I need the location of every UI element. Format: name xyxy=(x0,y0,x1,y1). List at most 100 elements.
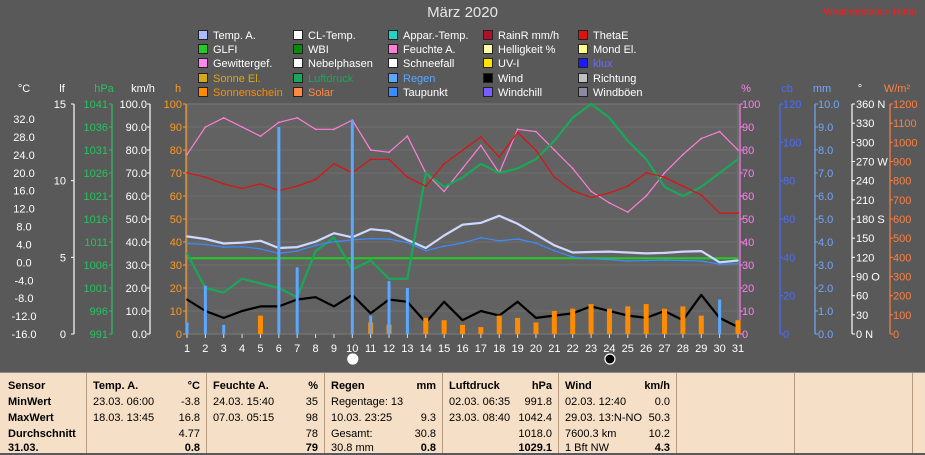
data-point xyxy=(590,190,592,193)
table-cell-value: 9.3 xyxy=(420,412,436,424)
data-point xyxy=(700,185,703,188)
axis-tick-label: 300 xyxy=(856,137,874,149)
data-point xyxy=(333,305,335,308)
data-point xyxy=(461,319,464,322)
data-point xyxy=(296,250,299,253)
x-tick-label: 15 xyxy=(438,343,450,355)
data-point xyxy=(626,211,629,214)
data-point xyxy=(535,149,537,152)
data-point xyxy=(424,185,427,188)
axis-tick-label: 20.0 xyxy=(126,283,147,295)
data-point xyxy=(663,259,666,261)
legend-item: Temp. A. xyxy=(198,30,256,43)
axis-tick-label: 60 xyxy=(742,191,754,203)
x-tick-label: 8 xyxy=(313,343,319,355)
data-point xyxy=(590,103,592,105)
data-point xyxy=(222,291,225,294)
station-warning-label: Weatherstation Hattu xyxy=(823,7,917,18)
legend-item: klux xyxy=(578,58,613,71)
legend-item: CL-Temp. xyxy=(293,30,356,43)
data-point xyxy=(369,149,372,151)
legend-swatch xyxy=(293,58,303,69)
data-point xyxy=(241,277,244,280)
x-tick-label: 7 xyxy=(294,343,300,355)
axis-tick-label: 200 xyxy=(893,291,911,303)
chart-legend: Temp. A. CL-Temp. Appar.-Temp. RainR mm/h Th… xyxy=(198,30,658,105)
legend-item: Gewittergef. xyxy=(198,58,272,71)
table-row-label: MaxWert xyxy=(8,412,54,424)
legend-label: Gewittergef. xyxy=(213,58,273,71)
data-point xyxy=(369,237,372,240)
axis-tick-label: 0 xyxy=(176,329,182,341)
data-point xyxy=(553,176,556,179)
data-point xyxy=(571,189,574,192)
data-point xyxy=(516,222,519,225)
sunshine-bar xyxy=(533,322,539,334)
data-point xyxy=(737,259,739,262)
table-cell-value: 4.3 xyxy=(654,442,670,454)
table-header: Temp. A. xyxy=(93,380,139,392)
data-point xyxy=(388,151,390,154)
axis-tick-label: 30 xyxy=(742,260,754,272)
table-section-divider xyxy=(324,373,443,453)
data-point xyxy=(443,185,446,188)
axis-unit-label: km/h xyxy=(131,83,155,95)
data-point xyxy=(663,252,666,254)
table-header: Sensor xyxy=(8,380,46,392)
x-tick-label: 18 xyxy=(493,343,505,355)
legend-swatch xyxy=(578,30,588,40)
axis-tick-label: 2.0 xyxy=(818,283,833,295)
chart-plot: 1 2 3 4 5 6 7 8 9 10 11 12 13 14 15 16 17 18 19 20 21 22 23 24 2… xyxy=(11,83,917,365)
axis-tick-label: 40 xyxy=(170,237,182,249)
data-point xyxy=(241,187,244,190)
table-cell-value: 16.8 xyxy=(178,412,200,424)
table-unit: °C xyxy=(187,380,200,392)
axis-tick-label: 30 xyxy=(170,260,182,272)
axis-tick-label: 100.0 xyxy=(119,99,147,111)
data-point xyxy=(424,249,427,252)
data-point xyxy=(553,149,556,151)
axis-tick-label: 100 xyxy=(893,310,911,322)
sunshine-bar xyxy=(662,308,668,334)
legend-label: ThetaE xyxy=(593,30,629,42)
data-point xyxy=(406,239,409,241)
data-point xyxy=(645,252,648,255)
legend-swatch xyxy=(198,44,208,55)
table-cell-label: 24.03. 15:40 xyxy=(213,396,275,408)
data-point xyxy=(682,259,684,262)
data-point xyxy=(682,195,684,197)
table-cell-label: 10.03. 23:25 xyxy=(331,412,393,424)
full-moon-icon xyxy=(347,353,359,365)
data-point xyxy=(461,223,464,226)
data-point xyxy=(718,212,721,214)
axis-tick-label: 80 xyxy=(170,145,182,157)
sunshine-bar xyxy=(460,324,465,334)
axis-tick-label: 80.0 xyxy=(126,145,147,157)
data-point xyxy=(682,153,684,156)
table-row-label: Durchschnitt xyxy=(8,428,76,440)
legend-label: Wind xyxy=(498,72,524,85)
table-cell-label: Regentage: 13 xyxy=(331,396,404,408)
axis-tick-label: 8.0 xyxy=(818,145,833,157)
legend-item: Nebelphasen xyxy=(293,58,373,71)
axis-tick-label: 120 xyxy=(783,99,801,111)
data-point xyxy=(241,245,244,248)
x-tick-label: 9 xyxy=(331,343,337,355)
legend-item: Appar.-Temp. xyxy=(388,30,468,43)
data-point xyxy=(186,171,188,174)
legend-label: Richtung xyxy=(593,72,637,85)
legend-swatch xyxy=(578,58,588,69)
data-point xyxy=(388,158,390,161)
data-point xyxy=(406,241,409,244)
axis-tick-label: 300 xyxy=(893,272,911,284)
data-point xyxy=(333,236,335,239)
sunshine-bar xyxy=(496,315,502,334)
axis-unit-label: hPa xyxy=(94,83,114,95)
axis-tick-label: 20.0 xyxy=(13,168,34,180)
sunshine-bar xyxy=(441,320,447,334)
axis-tick-label: 1026 xyxy=(84,168,108,180)
axis-tick-label: 1011 xyxy=(84,237,108,249)
table-cell-value: 0.8 xyxy=(184,442,200,454)
data-point xyxy=(369,312,372,315)
legend-swatch xyxy=(388,44,398,55)
